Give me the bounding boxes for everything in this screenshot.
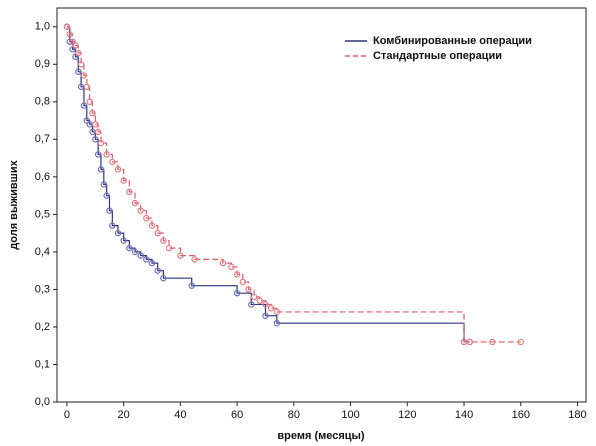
survival-line	[66, 26, 521, 343]
censor-marker	[92, 121, 99, 128]
censor-marker	[466, 338, 473, 346]
censor-marker	[273, 320, 281, 327]
censor-marker	[80, 102, 88, 109]
censor-marker	[89, 109, 96, 117]
y-tick-label: 0,0	[35, 396, 50, 408]
censor-marker	[72, 42, 79, 49]
censor-marker	[262, 312, 269, 319]
censor-marker	[160, 237, 167, 244]
censor-marker	[143, 256, 150, 263]
censor-marker	[63, 23, 71, 30]
plot-frame	[56, 7, 587, 403]
x-axis-label: время (месяцы)	[277, 430, 365, 442]
y-tick-label: 1,0	[35, 21, 50, 33]
censor-marker	[86, 98, 93, 106]
censor-marker	[188, 282, 195, 289]
censor-marker	[262, 301, 269, 308]
censor-marker	[143, 214, 150, 222]
x-tick-label: 20	[118, 409, 130, 421]
y-tick-label: 0,1	[35, 358, 50, 370]
censor-marker	[228, 263, 235, 271]
y-tick-label: 0,8	[35, 96, 50, 108]
censor-marker	[489, 338, 496, 346]
censor-marker	[75, 68, 82, 75]
censor-marker	[137, 207, 144, 214]
censor-marker	[267, 304, 275, 312]
survival-line	[66, 26, 470, 343]
censor-marker	[191, 256, 198, 263]
censor-marker	[97, 139, 105, 147]
censor-marker	[148, 259, 156, 267]
censor-marker	[94, 151, 102, 158]
censor-marker	[154, 267, 161, 274]
y-tick-label: 0,3	[35, 283, 50, 295]
censor-marker	[109, 222, 116, 229]
censor-marker	[154, 229, 161, 237]
censor-marker	[120, 177, 127, 184]
censor-marker	[109, 158, 116, 166]
x-tick-label: 80	[288, 409, 300, 421]
y-tick-label: 0,6	[35, 171, 50, 183]
censor-marker	[131, 248, 139, 256]
x-tick-label: 180	[568, 409, 586, 421]
censor-marker	[103, 151, 110, 158]
censor-marker	[120, 237, 127, 244]
censor-marker	[92, 136, 99, 143]
censor-marker	[177, 252, 184, 259]
censor-marker	[248, 301, 255, 308]
x-tick-label: 160	[512, 409, 530, 421]
x-tick-label: 100	[341, 409, 359, 421]
x-tick-label: 40	[174, 409, 186, 421]
y-tick-label: 0,4	[35, 246, 50, 258]
y-tick-label: 0,7	[35, 133, 50, 145]
censor-marker	[100, 181, 108, 188]
censor-marker	[517, 338, 524, 346]
y-tick-label: 0,2	[35, 321, 50, 333]
censor-marker	[165, 244, 173, 252]
censor-marker	[75, 49, 82, 57]
censor-marker	[114, 166, 122, 173]
censor-marker	[233, 271, 241, 278]
y-axis-label: доля выживших	[8, 159, 20, 249]
censor-marker	[97, 166, 105, 173]
censor-marker	[233, 289, 241, 297]
censor-marker	[94, 128, 102, 136]
censor-marker	[245, 286, 252, 293]
censor-marker	[83, 83, 90, 91]
censor-marker	[148, 222, 156, 229]
censor-marker	[66, 31, 73, 38]
censor-marker	[160, 274, 167, 282]
legend-label: Комбинированные операции	[373, 35, 532, 47]
x-tick-label: 140	[455, 409, 473, 421]
x-tick-label: 60	[231, 409, 243, 421]
censor-marker	[137, 252, 144, 259]
censor-marker	[250, 293, 258, 301]
x-tick-label: 0	[64, 409, 70, 421]
censor-marker	[219, 259, 227, 267]
censor-marker	[256, 297, 264, 304]
x-tick-label: 120	[398, 409, 416, 421]
censor-marker	[80, 72, 88, 79]
y-tick-label: 0,5	[35, 208, 50, 220]
censor-marker	[106, 207, 113, 214]
censor-marker	[103, 192, 110, 199]
censor-marker	[126, 188, 133, 196]
censor-marker	[131, 199, 139, 207]
censor-marker	[273, 308, 281, 316]
censor-marker	[77, 61, 85, 68]
censor-marker	[239, 278, 246, 286]
censor-marker	[114, 229, 122, 237]
censor-marker	[126, 244, 133, 252]
y-tick-label: 0,9	[35, 58, 50, 70]
legend-label: Стандартные операции	[373, 50, 502, 62]
